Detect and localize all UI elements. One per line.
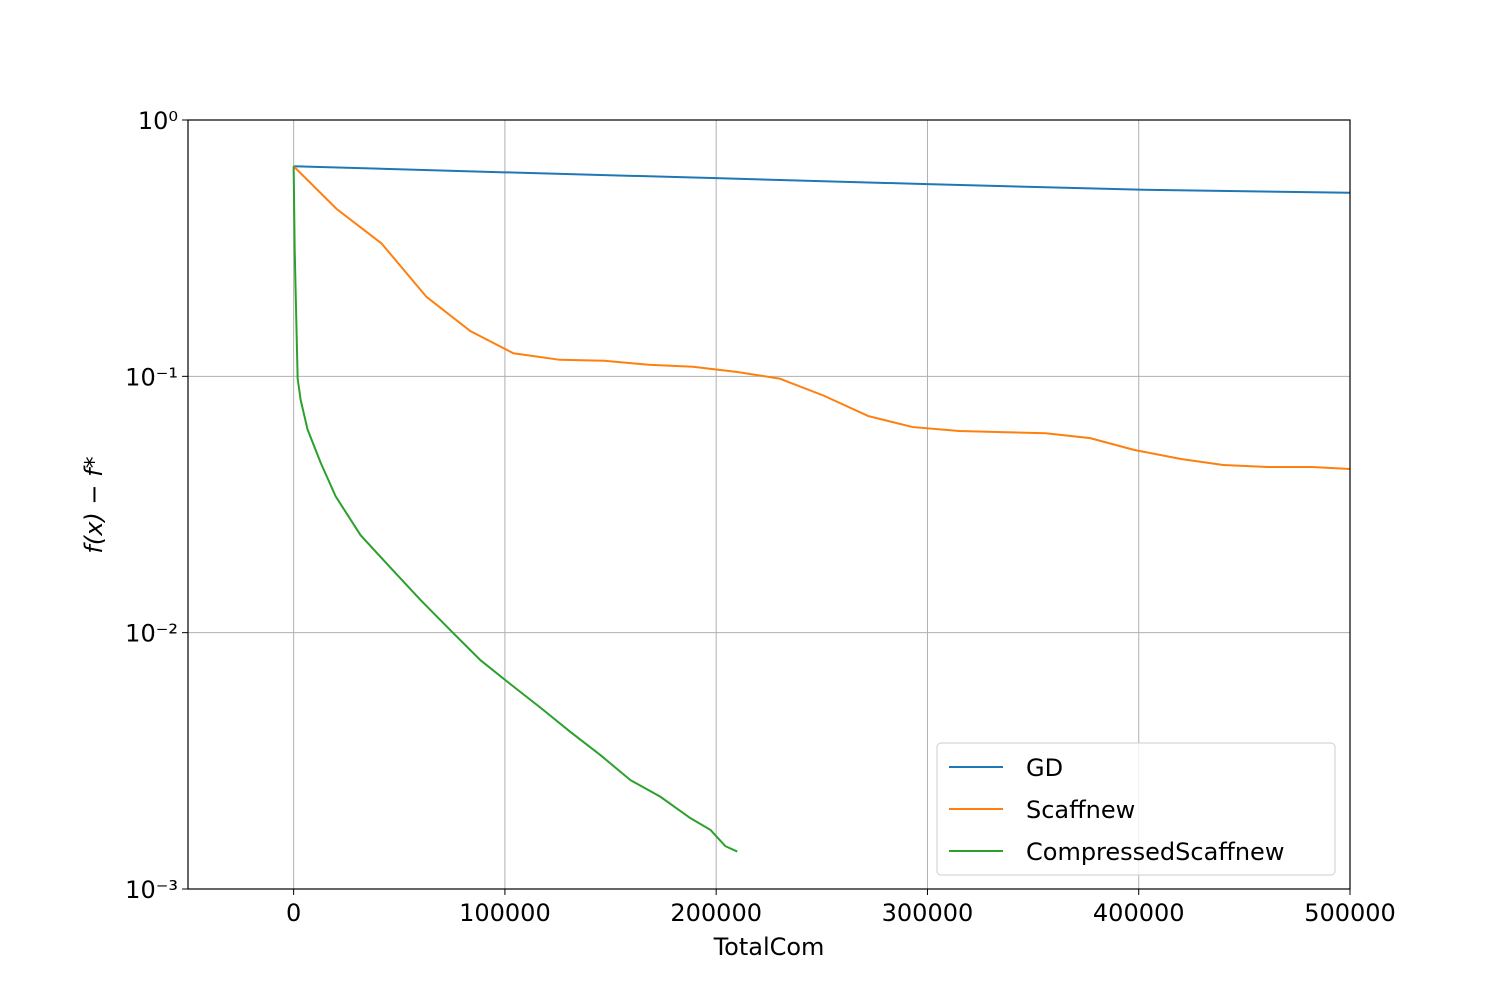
legend-label: GD <box>1026 754 1063 782</box>
y-axis-label: f(x) − f* <box>80 456 108 553</box>
x-tick-label: 200000 <box>670 899 762 927</box>
legend-label: Scaffnew <box>1026 796 1135 824</box>
legend-box <box>936 742 1336 876</box>
y-tick-label: 10⁻² <box>125 620 178 648</box>
y-tick-label: 10⁰ <box>138 107 178 135</box>
x-tick-label: 0 <box>286 899 301 927</box>
series-line <box>292 165 1350 470</box>
x-axis-label: TotalCom <box>713 933 825 961</box>
plot-frame <box>187 119 1351 890</box>
x-tick-label: 100000 <box>459 899 551 927</box>
x-tick-label: 500000 <box>1304 899 1396 927</box>
y-tick-label: 10⁻³ <box>125 876 178 904</box>
legend-label: CompressedScaffnew <box>1026 838 1284 866</box>
y-tick-label: 10⁻¹ <box>125 363 178 391</box>
x-tick-label: 300000 <box>882 899 974 927</box>
series-line <box>293 165 1350 194</box>
x-tick-label: 400000 <box>1093 899 1185 927</box>
series-line <box>292 166 738 853</box>
